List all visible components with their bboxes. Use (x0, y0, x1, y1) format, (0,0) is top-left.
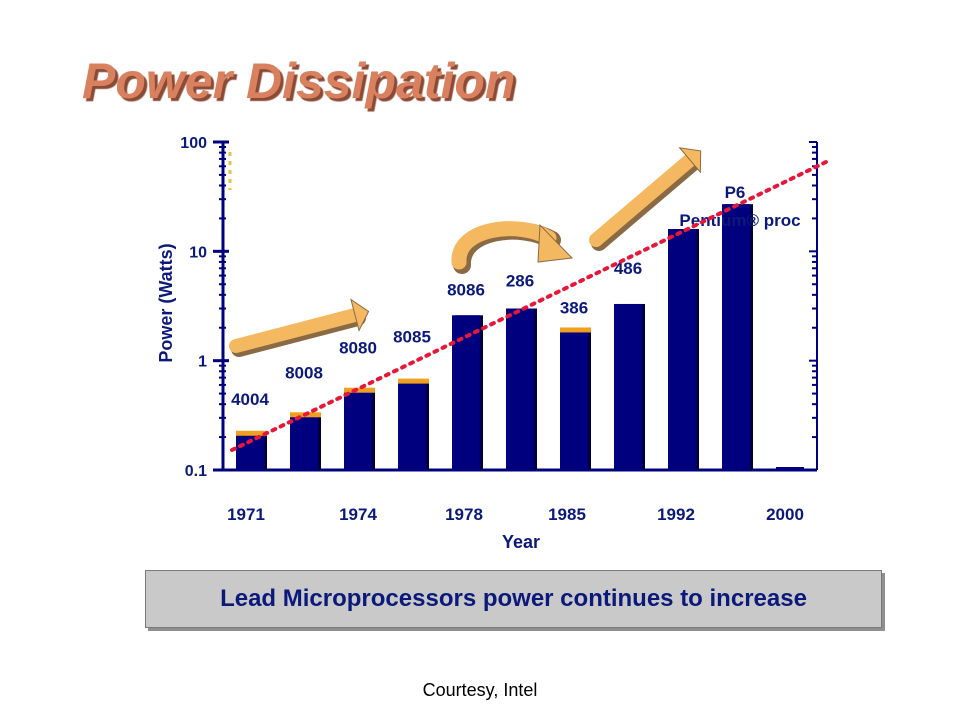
bar-data-label: 486 (614, 259, 642, 278)
bar-cap (236, 430, 267, 436)
slide-title: Power Dissipation (82, 53, 516, 109)
bar (776, 467, 804, 471)
bar (344, 391, 372, 470)
caption-box: Lead Microprocessors power continues to … (145, 570, 882, 628)
bar (614, 303, 642, 470)
bar (290, 416, 318, 470)
arrow-body (589, 153, 697, 247)
bar-data-label: Pentium® proc (679, 211, 800, 230)
bar (668, 229, 696, 470)
x-tick-label: 1971 (227, 505, 265, 524)
curved-arrow-head (537, 223, 574, 263)
bar-data-label: 4004 (231, 390, 269, 409)
bar (722, 204, 750, 470)
x-tick-label: 1978 (445, 505, 483, 524)
y-tick-label: 10 (189, 244, 207, 261)
bar-data-label: 386 (560, 298, 588, 317)
bar-data-label: 8080 (339, 339, 377, 358)
bar-cap (398, 378, 429, 384)
caption-text: Lead Microprocessors power continues to … (220, 585, 807, 612)
y-axis-label: Power (Watts) (156, 243, 176, 362)
bar-data-label: 8086 (447, 280, 485, 299)
bar-data-label: 8085 (393, 328, 431, 347)
bar-data-label: 286 (506, 272, 534, 291)
curved-arrow (451, 221, 574, 274)
y-tick-label: 100 (180, 135, 207, 152)
arrow-head (350, 298, 370, 332)
arrow-body (229, 308, 362, 353)
x-tick-label: 1985 (548, 505, 586, 524)
arrow-head (678, 147, 702, 174)
bar (452, 315, 480, 470)
x-tick-label: 2000 (766, 505, 804, 524)
y-tick-label: 0.1 (185, 463, 207, 480)
trend-arrow-left (229, 298, 370, 357)
trend-arrow-right (589, 147, 702, 251)
bar (560, 331, 588, 470)
trend-line (230, 160, 828, 452)
bar-cap (344, 387, 375, 393)
courtesy-credit: Courtesy, Intel (422, 680, 538, 700)
x-tick-label: 1992 (657, 505, 695, 524)
bar-data-label: 8008 (285, 363, 323, 382)
y-tick-label: 1 (198, 354, 207, 371)
curved-arrow-body (451, 221, 557, 270)
bar-cap (560, 327, 591, 333)
bar (398, 382, 426, 470)
x-tick-label: 1974 (339, 505, 377, 524)
x-axis-label: Year (502, 532, 540, 552)
bar-data-label: P6 (725, 183, 746, 202)
bar (506, 308, 534, 470)
